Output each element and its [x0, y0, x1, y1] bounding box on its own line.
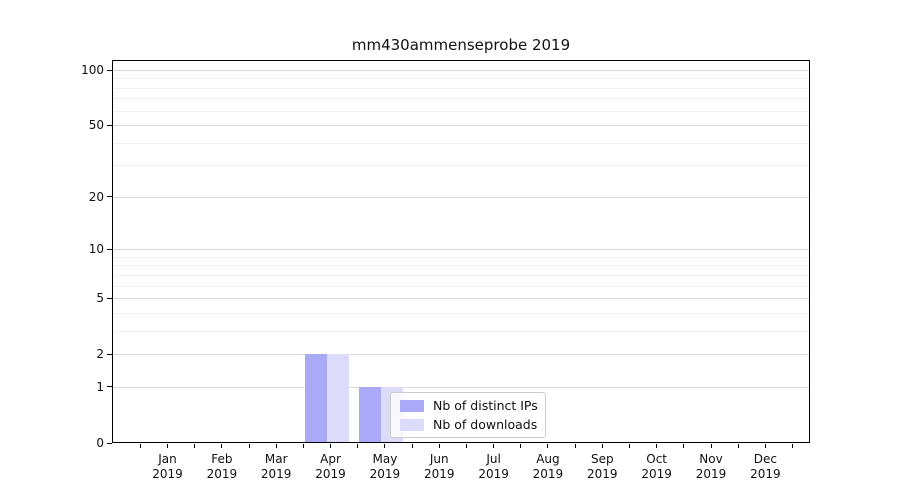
x-tick-month — [384, 444, 386, 448]
y-tick-0 — [107, 442, 112, 444]
x-tick-label-mar: Mar 2019 — [260, 452, 292, 481]
x-tick-month — [656, 444, 658, 448]
x-tick-minor — [465, 444, 467, 448]
x-tick-minor — [520, 444, 522, 448]
x-tick-label-feb: Feb 2019 — [206, 452, 238, 481]
y-tick-label-0: 0 — [96, 436, 104, 450]
legend-swatch-downloads — [400, 418, 424, 431]
x-tick-month — [330, 444, 332, 448]
bar-nb-of-distinct-ips-may-2019 — [358, 386, 381, 442]
legend: Nb of distinct IPs Nb of downloads — [390, 392, 546, 438]
x-tick-minor — [737, 444, 739, 448]
y-tick-label-2: 2 — [96, 347, 104, 362]
bar-nb-of-distinct-ips-apr-2019 — [304, 354, 327, 442]
plot-area — [112, 60, 810, 443]
y-tick-20 — [107, 196, 112, 198]
x-tick-minor — [574, 444, 576, 448]
x-tick-month — [601, 444, 603, 448]
minor-gridline-70 — [113, 98, 809, 100]
minor-gridline-60 — [113, 110, 809, 112]
x-tick-month — [275, 444, 277, 448]
minor-gridline-40 — [113, 142, 809, 144]
x-tick-label-sep: Sep 2019 — [587, 452, 618, 481]
minor-gridline-9 — [113, 256, 809, 258]
x-tick-minor — [302, 444, 304, 448]
x-tick-month — [493, 444, 495, 448]
x-tick-label-aug: Aug 2019 — [532, 452, 564, 481]
major-gridline-5 — [113, 298, 809, 300]
y-tick-label-100: 100 — [81, 63, 104, 77]
major-gridline-10 — [113, 249, 809, 251]
x-tick-month — [167, 444, 168, 448]
legend-label-downloads: Nb of downloads — [433, 417, 538, 432]
x-tick-month — [764, 444, 766, 448]
x-tick-minor — [628, 444, 630, 448]
y-tick-50 — [107, 124, 112, 126]
y-tick-5 — [107, 297, 112, 299]
minor-gridline-4 — [113, 312, 809, 314]
x-tick-minor — [792, 444, 794, 448]
minor-gridline-30 — [113, 165, 809, 167]
legend-item-downloads: Nb of downloads — [400, 417, 539, 432]
y-tick-10 — [107, 248, 112, 250]
x-tick-label-apr: Apr 2019 — [315, 452, 346, 481]
x-tick-minor — [248, 444, 250, 448]
y-tick-label-1: 1 — [96, 379, 104, 394]
major-gridline-50 — [113, 125, 809, 127]
x-tick-minor — [357, 444, 359, 448]
y-tick-label-20: 20 — [88, 189, 104, 204]
x-tick-minor — [683, 444, 685, 448]
minor-gridline-8 — [113, 265, 809, 267]
x-tick-label-oct: Oct 2019 — [641, 452, 672, 481]
x-tick-month — [221, 444, 223, 448]
x-tick-label-dec: Dec 2019 — [750, 452, 781, 481]
legend-label-distinct-ips: Nb of distinct IPs — [433, 398, 538, 413]
x-tick-month — [438, 444, 440, 448]
y-tick-label-50: 50 — [88, 118, 104, 133]
y-tick-1 — [107, 386, 112, 388]
major-gridline-100 — [113, 70, 809, 71]
major-gridline-2 — [113, 354, 809, 356]
bar-nb-of-downloads-apr-2019 — [326, 354, 349, 442]
x-tick-month — [547, 444, 549, 448]
x-tick-label-jan: Jan 2019 — [152, 452, 183, 481]
minor-gridline-3 — [113, 330, 809, 332]
major-gridline-1 — [113, 386, 809, 388]
x-tick-minor — [194, 444, 196, 448]
y-tick-2 — [107, 353, 112, 355]
minor-gridline-7 — [113, 274, 809, 276]
x-tick-month — [710, 444, 712, 448]
y-tick-100 — [107, 69, 112, 71]
major-gridline-20 — [113, 196, 809, 198]
y-tick-label-5: 5 — [96, 291, 104, 306]
x-tick-label-may: May 2019 — [369, 452, 401, 481]
legend-item-distinct-ips: Nb of distinct IPs — [400, 398, 539, 413]
minor-gridline-90 — [113, 78, 809, 80]
legend-swatch-distinct-ips — [400, 399, 424, 412]
minor-gridline-6 — [113, 285, 809, 287]
y-tick-label-10: 10 — [88, 242, 104, 257]
x-tick-label-nov: Nov 2019 — [695, 452, 727, 481]
x-tick-label-jul: Jul 2019 — [478, 452, 509, 481]
x-tick-minor — [411, 444, 413, 448]
chart-title: mm430ammenseprobe 2019 — [351, 36, 571, 54]
x-tick-label-jun: Jun 2019 — [423, 452, 455, 481]
x-tick-minor — [139, 444, 141, 448]
minor-gridline-80 — [113, 87, 809, 89]
